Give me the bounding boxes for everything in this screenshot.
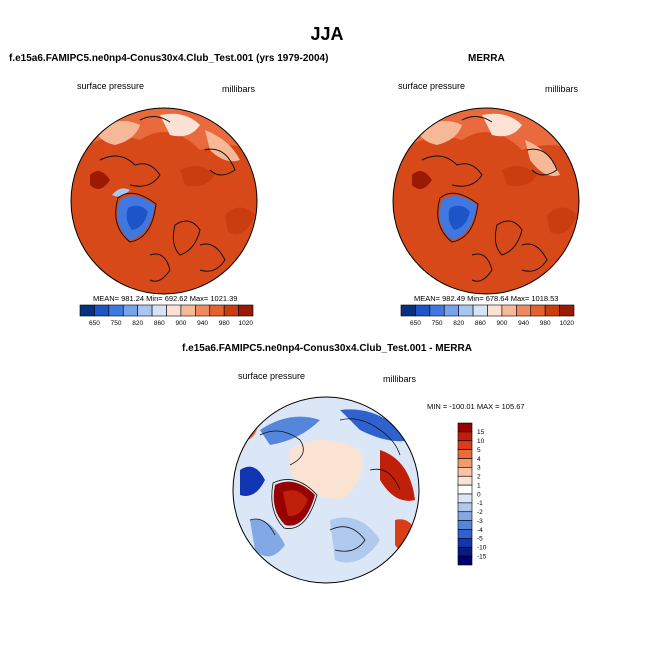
obs-colorbar-swatch	[487, 304, 503, 317]
diff-colorbar-tick-label: -3	[477, 518, 483, 525]
model-colorbar-swatch	[223, 304, 239, 317]
diff-colorbar-swatch	[457, 493, 473, 504]
model-map	[70, 107, 258, 295]
obs-stats: MEAN= 982.49 Min= 678.64 Max= 1018.53	[414, 294, 559, 303]
obs-colorbar-swatch	[415, 304, 431, 317]
model-colorbar-swatch	[108, 304, 124, 317]
diff-colorbar-swatch	[457, 484, 473, 495]
obs-panel-title: MERRA	[468, 53, 505, 64]
figure-title: JJA	[310, 24, 344, 44]
diff-colorbar-swatch	[457, 546, 473, 557]
diff-colorbar-tick-label: -1	[477, 500, 483, 507]
model-colorbar-swatch	[94, 304, 110, 317]
obs-colorbar-swatch	[458, 304, 474, 317]
model-panel-title: f.e15a6.FAMIPC5.ne0np4-Conus30x4.Club_Te…	[9, 53, 329, 64]
model-colorbar-tick-label: 750	[111, 320, 122, 327]
diff-map	[232, 396, 420, 584]
diff-colorbar-tick-label: 10	[477, 438, 485, 445]
obs-colorbar-tick-label: 980	[540, 320, 551, 327]
diff-panel-title: f.e15a6.FAMIPC5.ne0np4-Conus30x4.Club_Te…	[182, 343, 472, 354]
diff-colorbar-swatch	[457, 538, 473, 548]
obs-colorbar: 650 750 820 860 900 940 980 1020	[400, 304, 575, 327]
obs-variable-label: surface pressure	[398, 81, 466, 91]
diff-units-label: millibars	[383, 374, 417, 384]
model-colorbar-tick-label: 940	[197, 320, 208, 327]
model-colorbar-swatch	[166, 304, 182, 317]
diff-colorbar-swatch	[457, 555, 473, 566]
obs-colorbar-tick-label: 900	[496, 320, 507, 327]
diff-colorbar-tick-label: -4	[477, 527, 483, 534]
diff-colorbar-tick-label: -5	[477, 536, 483, 543]
obs-colorbar-swatch	[516, 304, 532, 317]
model-colorbar-tick-label: 980	[219, 320, 230, 327]
diff-colorbar-tick-label: -15	[477, 553, 487, 560]
diff-colorbar-tick-label: 2	[477, 474, 481, 481]
diff-variable-label: surface pressure	[238, 371, 306, 381]
model-colorbar-swatch	[122, 304, 138, 317]
model-colorbar-swatch	[137, 304, 153, 317]
diff-colorbar-swatch	[457, 467, 473, 477]
diff-colorbar-swatch	[457, 422, 473, 433]
diff-colorbar-swatch	[457, 458, 473, 468]
diff-colorbar-swatch	[457, 520, 473, 530]
model-colorbar-swatch	[195, 304, 211, 317]
diff-colorbar-swatch	[457, 431, 473, 442]
diff-colorbar-tick-label: 1	[477, 482, 481, 489]
diff-colorbar-swatch	[457, 511, 473, 521]
diff-colorbar-swatch	[457, 475, 473, 486]
obs-colorbar-tick-label: 860	[475, 320, 486, 327]
diff-colorbar-swatch	[457, 440, 473, 450]
diff-colorbar-tick-label: -10	[477, 545, 487, 552]
obs-colorbar-swatch	[472, 304, 488, 317]
obs-colorbar-tick-label: 650	[410, 320, 421, 327]
model-colorbar-swatch	[238, 304, 254, 317]
model-colorbar-swatch	[79, 304, 95, 317]
model-colorbar-tick-label: 900	[175, 320, 186, 327]
diff-colorbar-tick-label: 3	[477, 465, 481, 472]
model-colorbar-tick-label: 820	[132, 320, 143, 327]
model-colorbar-swatch	[151, 304, 167, 317]
diff-colorbar-tick-label: 0	[477, 491, 481, 498]
obs-map	[392, 107, 580, 295]
model-colorbar-swatch	[180, 304, 196, 317]
diff-colorbar-swatch	[457, 529, 473, 539]
diff-colorbar-tick-label: 4	[477, 456, 481, 463]
model-colorbar-tick-label: 650	[89, 320, 100, 327]
model-colorbar-swatch	[209, 304, 225, 317]
model-variable-label: surface pressure	[77, 81, 145, 91]
obs-units-label: millibars	[545, 84, 579, 94]
obs-colorbar-swatch	[443, 304, 459, 317]
obs-colorbar-tick-label: 750	[432, 320, 443, 327]
diff-stats: MIN = -100.01 MAX = 105.67	[427, 402, 525, 411]
diff-colorbar-tick-label: -2	[477, 509, 483, 516]
obs-colorbar-swatch	[429, 304, 445, 317]
model-colorbar: 650 750 820 860 900 940 980 1020	[79, 304, 254, 327]
obs-colorbar-swatch	[559, 304, 575, 317]
obs-colorbar-swatch	[530, 304, 546, 317]
diff-colorbar-tick-label: 5	[477, 447, 481, 454]
obs-colorbar-swatch	[400, 304, 416, 317]
obs-colorbar-tick-label: 820	[453, 320, 464, 327]
diff-colorbar-swatch	[457, 449, 473, 459]
obs-colorbar-swatch	[501, 304, 517, 317]
model-colorbar-tick-label: 860	[154, 320, 165, 327]
diff-colorbar-tick-label: 15	[477, 429, 485, 436]
model-colorbar-tick-label: 1020	[239, 320, 254, 327]
model-stats: MEAN= 981.24 Min= 692.62 Max= 1021.39	[93, 294, 238, 303]
obs-colorbar-swatch	[544, 304, 560, 317]
model-units-label: millibars	[222, 84, 256, 94]
diff-colorbar-swatch	[457, 502, 473, 513]
obs-colorbar-tick-label: 1020	[560, 320, 575, 327]
obs-colorbar-tick-label: 940	[518, 320, 529, 327]
